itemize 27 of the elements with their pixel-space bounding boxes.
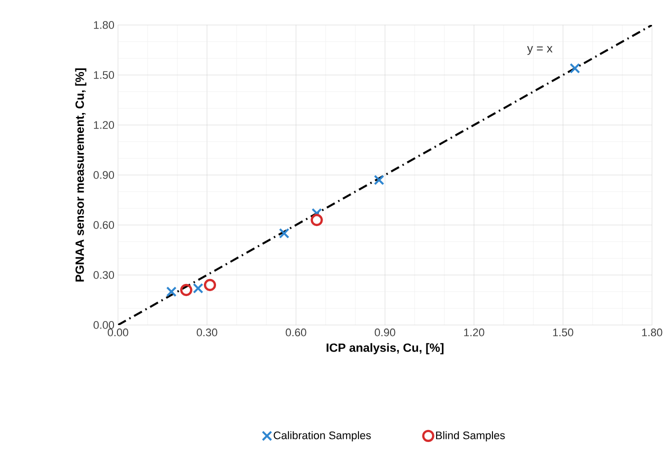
point bbox=[310, 214, 323, 226]
x-tick-label: 1.80 bbox=[642, 328, 662, 336]
y-tick-label: 1.80 bbox=[94, 21, 114, 29]
x-tick-label: 1.20 bbox=[464, 328, 484, 336]
x-tick-label: 0.00 bbox=[108, 328, 128, 336]
y-tick-label: 1.20 bbox=[94, 121, 114, 129]
point bbox=[192, 283, 204, 294]
y-tick-label: 0.90 bbox=[94, 171, 114, 179]
point bbox=[374, 174, 384, 186]
x-axis-title: ICP analysis, Cu, [%] bbox=[326, 343, 444, 354]
point bbox=[278, 228, 290, 239]
y-axis-title: PGNAA sensor measurement, Cu, [%] bbox=[75, 68, 86, 282]
x-tick-label: 0.90 bbox=[374, 328, 396, 336]
annotation: y = x bbox=[527, 46, 553, 55]
point bbox=[204, 278, 216, 292]
y-tick-label: 0.30 bbox=[94, 271, 114, 279]
point bbox=[180, 284, 192, 296]
x-tick-label: 0.60 bbox=[286, 328, 306, 336]
point bbox=[570, 63, 580, 74]
y-tick-label: 0.00 bbox=[94, 321, 114, 329]
legend-label: Blind Samples bbox=[436, 431, 505, 442]
y-tick-label: 0.60 bbox=[94, 221, 114, 229]
point bbox=[166, 286, 177, 297]
x-tick-label: 1.50 bbox=[553, 328, 574, 336]
legend-label: Calibration Samples bbox=[274, 431, 371, 442]
x-tick-label: 0.30 bbox=[196, 328, 218, 336]
y-tick-label: 1.50 bbox=[94, 71, 114, 79]
